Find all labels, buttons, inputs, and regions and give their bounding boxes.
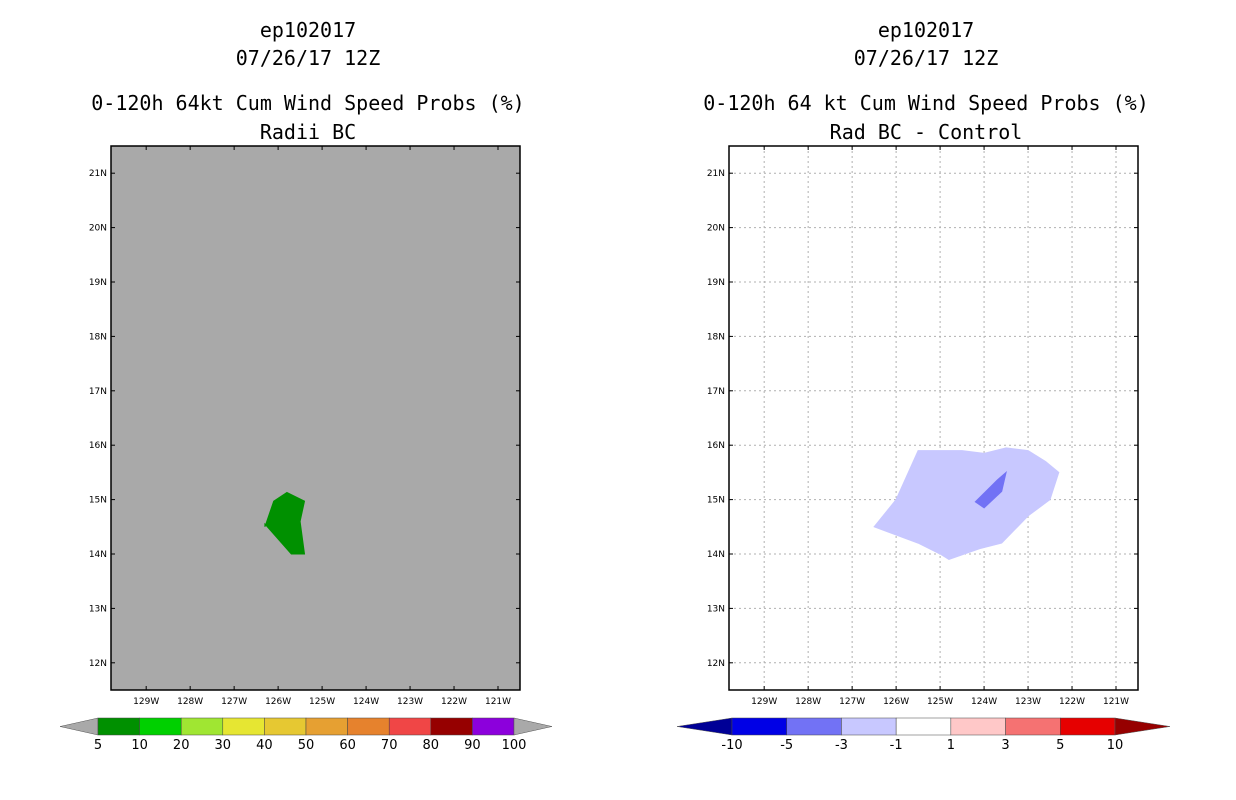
left-ytick-label-12N: 12N: [89, 659, 107, 669]
right-ytick-label-21N: 21N: [707, 169, 725, 179]
left-colorbar-segment-4: [264, 717, 307, 736]
right-colorbar-label-5: 5: [1056, 738, 1064, 753]
right-ytick-label-19N: 19N: [707, 278, 725, 288]
right-xtick-label-127W: 127W: [839, 697, 865, 707]
right-colorbar-label--3: -3: [835, 738, 848, 753]
right-ytick-label-14N: 14N: [707, 550, 725, 560]
left-colorbar-over-triangle: [513, 717, 553, 736]
right-ytick-label-20N: 20N: [707, 224, 725, 234]
left-ytick-label-21N: 21N: [89, 169, 107, 179]
right-contour-1: [974, 471, 1007, 509]
right-title-product: 0-120h 64 kt Cum Wind Speed Probs (%): [703, 91, 1149, 115]
left-xtick-label-127W: 127W: [221, 697, 247, 707]
right-map-frame: [728, 145, 1139, 691]
left-colorbar-label-80: 80: [423, 738, 440, 753]
left-xtick-label-125W: 125W: [309, 697, 335, 707]
left-xtick-label-123W: 123W: [397, 697, 423, 707]
left-colorbar-segment-2: [180, 717, 224, 736]
right-xtick-label-128W: 128W: [795, 697, 821, 707]
right-colorbar-label-10: 10: [1107, 738, 1124, 753]
right-colorbar-label-3: 3: [1001, 738, 1009, 753]
right-colorbar-segment-6: [1060, 717, 1116, 736]
right-colorbar-label--5: -5: [780, 738, 793, 753]
left-ytick-label-20N: 20N: [89, 224, 107, 234]
left-title-subtitle: Radii BC: [259, 120, 357, 144]
left-xtick-label-126W: 126W: [265, 697, 291, 707]
right-colorbar-under-triangle: [676, 717, 733, 736]
right-title-date: 07/26/17 12Z: [853, 46, 999, 70]
left-colorbar-segment-7: [388, 717, 432, 736]
left-colorbar-segment-8: [430, 717, 473, 736]
left-colorbar-label-90: 90: [464, 738, 481, 753]
right-ytick-label-18N: 18N: [707, 332, 725, 342]
left-map-frame: [110, 145, 521, 691]
left-colorbar-label-30: 30: [215, 738, 232, 753]
left-colorbar-segment-0: [97, 717, 140, 736]
right-map-background: [729, 146, 1138, 690]
right-colorbar-label--10: -10: [721, 738, 742, 753]
left-ytick-label-18N: 18N: [89, 332, 107, 342]
right-colorbar-label-1: 1: [947, 738, 955, 753]
right-colorbar-over-triangle: [1114, 717, 1171, 736]
right-title-storm: ep102017: [877, 18, 975, 42]
right-xtick-label-126W: 126W: [883, 697, 909, 707]
left-colorbar-label-20: 20: [173, 738, 190, 753]
left-colorbar-under-triangle: [59, 717, 99, 736]
left-ytick-label-16N: 16N: [89, 441, 107, 451]
right-ytick-label-16N: 16N: [707, 441, 725, 451]
left-map-background: [111, 146, 520, 690]
left-colorbar-segment-6: [347, 717, 390, 736]
right-colorbar-label--1: -1: [890, 738, 903, 753]
left-colorbar-label-100: 100: [502, 738, 527, 753]
left-colorbar-segment-5: [305, 717, 348, 736]
right-colorbar-segment-2: [841, 717, 897, 736]
right-xtick-label-125W: 125W: [927, 697, 953, 707]
left-colorbar-label-5: 5: [94, 738, 102, 753]
left-ytick-label-14N: 14N: [89, 550, 107, 560]
right-ytick-label-17N: 17N: [707, 387, 725, 397]
right-colorbar-segment-4: [950, 717, 1006, 736]
right-xtick-label-122W: 122W: [1059, 697, 1085, 707]
right-xtick-label-121W: 121W: [1103, 697, 1129, 707]
right-colorbar-segment-5: [1005, 717, 1061, 736]
right-contour-0: [873, 447, 1060, 560]
left-ytick-label-15N: 15N: [89, 496, 107, 506]
right-ytick-label-15N: 15N: [707, 496, 725, 506]
left-colorbar-label-10: 10: [131, 738, 148, 753]
left-colorbar-label-60: 60: [339, 738, 356, 753]
left-ytick-label-17N: 17N: [89, 387, 107, 397]
right-ytick-label-13N: 13N: [707, 604, 725, 614]
right-xtick-label-123W: 123W: [1015, 697, 1041, 707]
left-title-storm: ep102017: [259, 18, 357, 42]
left-xtick-label-122W: 122W: [441, 697, 467, 707]
right-colorbar-segment-3: [895, 717, 952, 736]
left-colorbar-segment-9: [472, 717, 515, 736]
left-title-product: 0-120h 64kt Cum Wind Speed Probs (%): [91, 91, 525, 115]
left-xtick-label-124W: 124W: [353, 697, 379, 707]
left-ytick-label-19N: 19N: [89, 278, 107, 288]
left-colorbar-label-70: 70: [381, 738, 398, 753]
left-colorbar-segment-1: [139, 717, 182, 736]
left-contour-0: [264, 491, 306, 555]
left-ytick-label-13N: 13N: [89, 604, 107, 614]
left-xtick-label-129W: 129W: [133, 697, 159, 707]
left-xtick-label-128W: 128W: [177, 697, 203, 707]
left-colorbar-segment-3: [222, 717, 265, 736]
left-colorbar-label-40: 40: [256, 738, 273, 753]
right-xtick-label-124W: 124W: [971, 697, 997, 707]
left-colorbar-label-50: 50: [298, 738, 315, 753]
left-title-date: 07/26/17 12Z: [235, 46, 381, 70]
right-colorbar-segment-0: [731, 717, 787, 736]
right-colorbar-segment-1: [786, 717, 842, 736]
right-xtick-label-129W: 129W: [751, 697, 777, 707]
left-xtick-label-121W: 121W: [485, 697, 511, 707]
right-ytick-label-12N: 12N: [707, 659, 725, 669]
right-title-subtitle: Rad BC - Control: [829, 120, 1023, 144]
